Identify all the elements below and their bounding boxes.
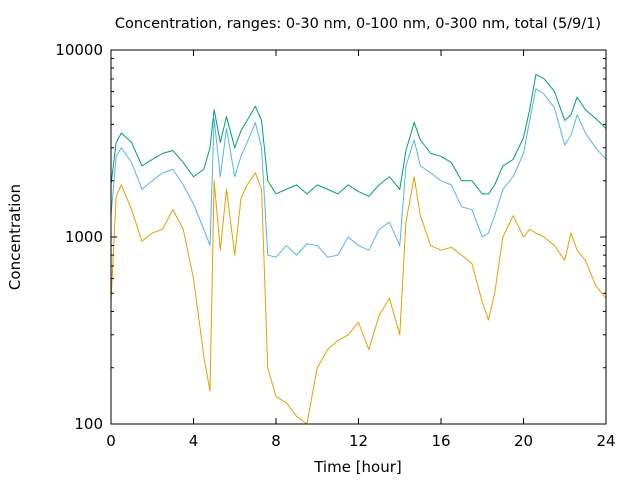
series-line-1 [110, 73, 607, 197]
plot-area [110, 73, 607, 425]
y-tick-label: 1000 [65, 228, 103, 246]
axes: 0 4 8 12 16 20 24 100 1000 10000 [55, 41, 615, 450]
chart-title: Concentration, ranges: 0-30 nm, 0-100 nm… [115, 16, 601, 32]
x-tick-label: 12 [349, 432, 368, 450]
x-tick-label: 4 [189, 432, 199, 450]
x-tick-label: 0 [106, 432, 116, 450]
series-line-2 [110, 88, 607, 258]
y-axis-label: Concentration [6, 184, 24, 290]
x-tick-label: 20 [514, 432, 533, 450]
y-tick-label: 100 [74, 415, 103, 433]
x-axis-label: Time [hour] [313, 458, 402, 476]
series-line-3 [110, 172, 607, 425]
x-tick-label: 16 [431, 432, 450, 450]
y-tick-label: 10000 [55, 41, 103, 59]
x-tick-label: 8 [271, 432, 281, 450]
x-tick-label: 24 [596, 432, 615, 450]
